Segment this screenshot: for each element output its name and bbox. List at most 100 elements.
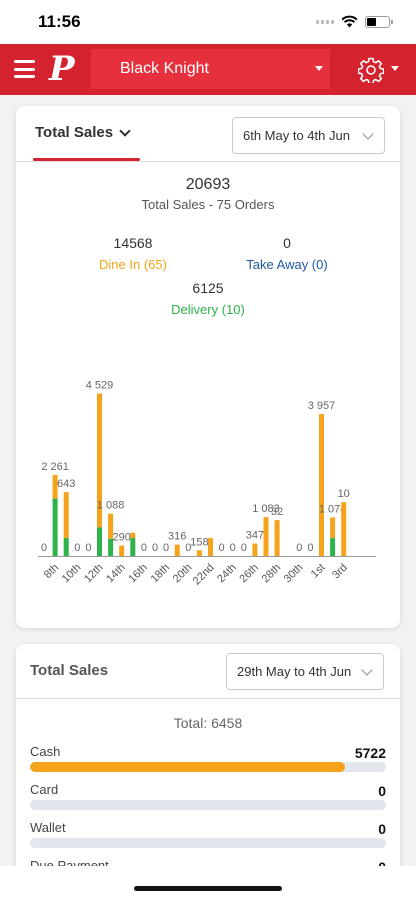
bar-value-label: 4 529 — [86, 380, 114, 392]
bar-dine-in[interactable] — [174, 544, 180, 556]
store-selector[interactable]: Black Knight — [91, 49, 330, 89]
payment-row-cash: Cash 5722 — [30, 744, 386, 772]
payment-date-range-dropdown[interactable]: 29th May to 4th Jun — [226, 653, 384, 690]
payment-row-card: Card 0 — [30, 782, 386, 810]
caret-down-icon — [315, 66, 323, 71]
payment-method-value: 5722 — [354, 745, 386, 761]
take-away-label: Take Away (0) — [246, 257, 328, 272]
home-indicator[interactable] — [134, 886, 282, 891]
bar-value-label: 10 — [338, 488, 350, 500]
payment-total: Total: 6458 — [173, 715, 243, 731]
bar-dine-in[interactable] — [208, 538, 213, 556]
date-range-label: 6th May to 4th Jun — [243, 128, 350, 143]
bar-value-label: 0 — [85, 542, 91, 554]
payment-progress-track — [30, 800, 386, 810]
bar-value-label: 347 — [246, 530, 264, 542]
bar-value-label: 0 — [219, 542, 225, 554]
bar-value-label: 290 — [113, 532, 131, 544]
payment-summary-card: Total Sales 29th May to 4th Jun Total: 6… — [16, 644, 400, 884]
bar-value-label: 0 — [152, 542, 158, 554]
bar-value-label: 3 957 — [308, 400, 336, 412]
payment-row-wallet: Wallet 0 — [30, 820, 386, 848]
bar-dine-in[interactable] — [196, 550, 202, 556]
total-sales-value: 20693 — [185, 176, 231, 193]
delivery-stat: 6125 Delivery (10) — [143, 280, 273, 317]
brand-logo: P — [49, 49, 75, 89]
bar-value-label: 0 — [141, 542, 147, 554]
bar-dine-in[interactable] — [319, 414, 324, 556]
delivery-label: Delivery (10) — [171, 302, 245, 317]
bar-delivery[interactable] — [63, 538, 69, 556]
bar-value-label: 0 — [307, 542, 313, 554]
home-indicator-area — [0, 866, 416, 900]
bar-value-label: 1 083 — [252, 503, 280, 515]
bar-dine-in[interactable] — [130, 532, 136, 539]
payment-method-name: Wallet — [30, 820, 66, 835]
bar-value-label: 2 261 — [41, 461, 69, 473]
x-tick-label: 10th — [60, 562, 84, 586]
chevron-down-icon — [362, 128, 374, 140]
x-tick-label: 3rd — [330, 562, 350, 582]
bar-value-label: 0 — [230, 542, 236, 554]
status-time: 11:56 — [38, 12, 81, 31]
bar-delivery[interactable] — [52, 498, 58, 556]
chevron-down-icon — [119, 124, 131, 137]
gear-icon — [357, 57, 385, 85]
app-header: P Black Knight — [0, 44, 416, 95]
date-range-dropdown[interactable]: 6th May to 4th Jun — [232, 117, 385, 154]
payment-card-title: Total Sales — [30, 662, 109, 679]
payment-progress-track — [30, 838, 386, 848]
bar-dine-in[interactable] — [119, 545, 125, 556]
tab-underline — [33, 158, 140, 161]
divider — [16, 161, 400, 162]
x-tick-label: 28th — [260, 562, 284, 586]
payment-progress-track — [30, 762, 386, 772]
bar-value-label: 316 — [168, 531, 186, 543]
bar-delivery[interactable] — [130, 538, 136, 556]
x-tick-label: 26th — [237, 562, 261, 586]
bar-dine-in[interactable] — [252, 543, 258, 556]
bar-delivery[interactable] — [97, 527, 102, 556]
bar-value-label: 0 — [74, 542, 80, 554]
take-away-value: 0 — [283, 235, 291, 251]
x-tick-label: 12th — [82, 562, 106, 586]
total-sales-tab[interactable]: Total Sales — [35, 124, 131, 141]
bar-delivery[interactable] — [108, 538, 114, 556]
dine-in-stat: 14568 Dine In (65) — [68, 235, 198, 272]
divider — [16, 698, 400, 699]
delivery-value: 6125 — [192, 280, 224, 296]
bar-dine-in[interactable] — [63, 492, 69, 539]
bar-value-label: 0 — [241, 542, 247, 554]
status-bar: 11:56 — [0, 0, 416, 44]
bar-value-label: 32 — [271, 506, 283, 518]
wifi-icon — [341, 15, 358, 28]
bar-dine-in[interactable] — [52, 474, 58, 499]
bar-value-label: 643 — [57, 478, 75, 490]
dine-in-label: Dine In (65) — [99, 257, 167, 272]
take-away-stat: 0 Take Away (0) — [222, 235, 352, 272]
bar-value-label: 0 — [185, 542, 191, 554]
bar-dine-in[interactable] — [108, 513, 114, 539]
total-sales-caption: Total Sales - 75 Orders — [141, 197, 275, 212]
x-tick-label: 24th — [215, 562, 239, 586]
bar-dine-in[interactable] — [263, 517, 269, 556]
x-tick-label: 20th — [171, 562, 195, 586]
bar-delivery[interactable] — [330, 538, 336, 556]
bar-value-label: 0 — [41, 542, 47, 554]
payment-method-name: Card — [30, 782, 59, 797]
bar-dine-in[interactable] — [274, 520, 280, 556]
bar-dine-in[interactable] — [97, 393, 102, 528]
payment-method-value: 0 — [378, 783, 386, 799]
payment-progress-fill — [30, 762, 346, 772]
bar-dine-in[interactable] — [341, 502, 347, 556]
bar-dine-in[interactable] — [330, 517, 336, 539]
settings-button[interactable] — [357, 57, 400, 85]
x-tick-label: 1st — [309, 562, 328, 581]
bar-value-label: 0 — [296, 542, 302, 554]
caret-down-icon — [391, 66, 399, 71]
menu-icon[interactable] — [14, 60, 35, 78]
x-tick-label: 8th — [42, 562, 61, 581]
x-tick-label: 16th — [126, 562, 150, 586]
bar-value-label: 1 088 — [97, 500, 125, 512]
x-tick-label: 30th — [282, 562, 306, 586]
